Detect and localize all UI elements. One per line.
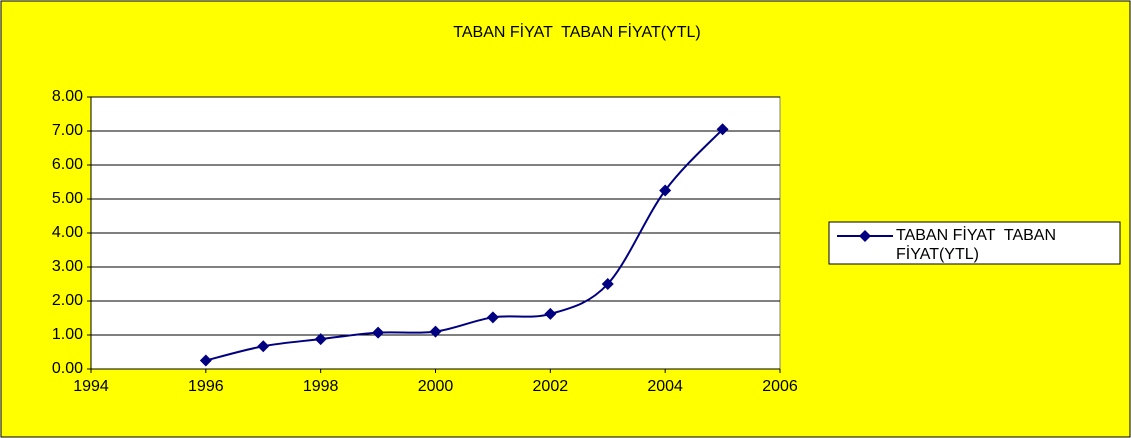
data-point (199, 354, 212, 367)
x-tick-label: 2006 (762, 378, 798, 395)
data-point (257, 340, 270, 353)
y-tick-label: 4.00 (52, 224, 83, 241)
data-point (659, 184, 672, 197)
data-line (205, 128, 724, 362)
data-point (314, 333, 327, 346)
y-tick-label: 2.00 (52, 292, 83, 309)
y-tick-label: 6.00 (52, 156, 83, 173)
data-point (486, 311, 499, 324)
y-tick-label: 5.00 (52, 190, 83, 207)
y-tick-label: 0.00 (52, 360, 83, 377)
chart-title: TABAN FİYAT TABAN FİYAT(YTL) (453, 22, 700, 41)
y-tick-label: 7.00 (52, 122, 83, 139)
x-tick-label: 2004 (647, 378, 683, 395)
legend-marker (859, 230, 871, 242)
y-tick-label: 3.00 (52, 258, 83, 275)
data-point (544, 307, 557, 320)
x-tick-label: 2000 (418, 378, 454, 395)
data-point (372, 326, 385, 339)
legend-box (828, 221, 1121, 265)
legend-label: TABAN FİYAT TABAN FİYAT(YTL) (896, 227, 1061, 263)
y-tick-label: 8.00 (52, 88, 83, 105)
x-tick-label: 1998 (303, 378, 339, 395)
data-point (601, 278, 614, 290)
x-tick-label: 1996 (188, 378, 224, 395)
x-tick-label: 1994 (73, 378, 109, 395)
data-point (429, 325, 442, 338)
x-tick-label: 2002 (533, 378, 569, 395)
y-tick-label: 1.00 (52, 326, 83, 343)
data-point (716, 123, 729, 136)
